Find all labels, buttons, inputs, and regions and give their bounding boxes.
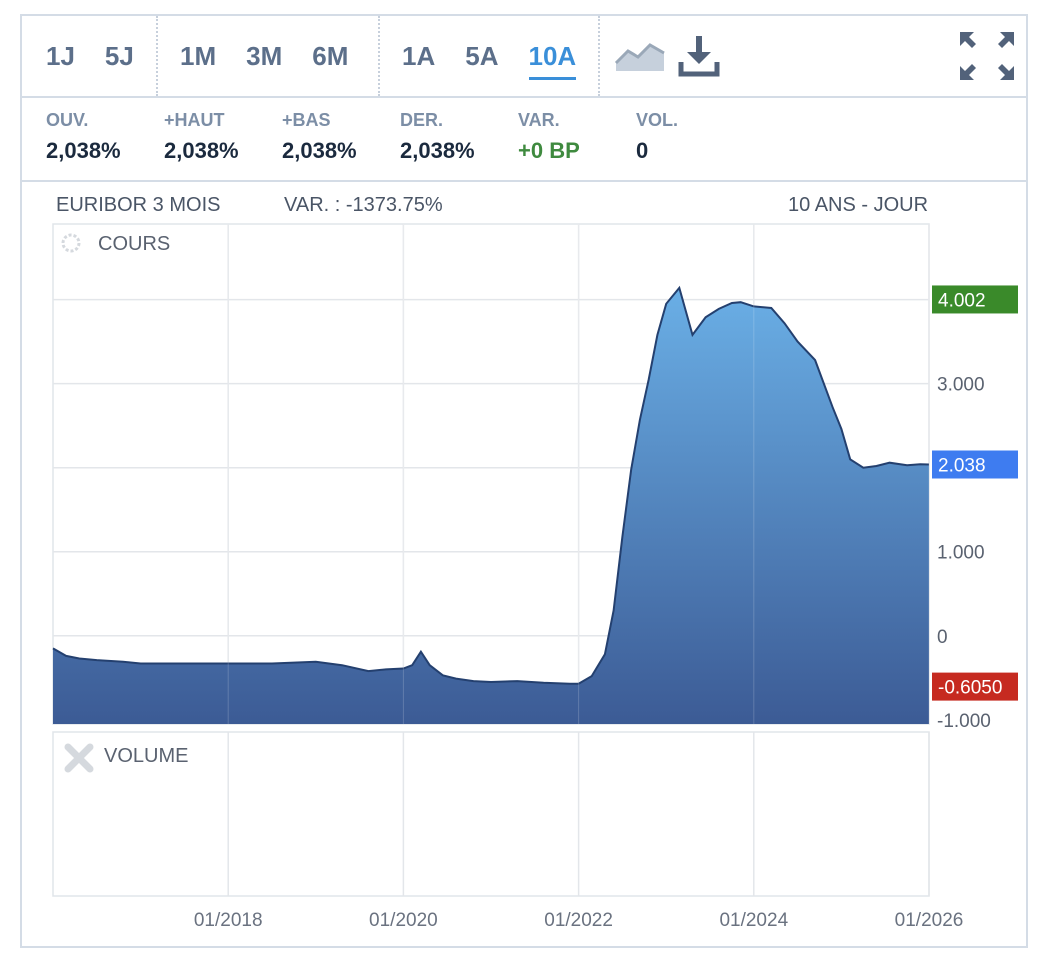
y-tick-label: 3.000 xyxy=(937,375,985,396)
stat-label: +BAS xyxy=(282,110,331,130)
stat-label: OUV. xyxy=(46,110,89,130)
stat-last: DER. 2,038% xyxy=(400,110,475,164)
last-value-tag-bg xyxy=(932,450,1018,479)
chart-type-button[interactable] xyxy=(614,16,666,96)
fullscreen-button[interactable] xyxy=(956,16,1018,96)
stat-open: OUV. 2,038% xyxy=(46,110,121,164)
period-3m-button[interactable]: 3M xyxy=(246,40,283,71)
stat-value: +0 BP xyxy=(518,138,580,163)
x-tick-label: 01/2020 xyxy=(369,910,438,931)
stat-value: 2,038% xyxy=(282,138,357,163)
stat-value: 2,038% xyxy=(46,138,121,163)
stat-label: +HAUT xyxy=(164,110,225,130)
stat-value: 0 xyxy=(636,138,649,163)
price-area xyxy=(53,287,929,724)
x-tick-label: 01/2026 xyxy=(895,910,964,931)
expand-icon[interactable] xyxy=(956,28,1018,84)
toolbar-divider xyxy=(378,16,380,96)
min-value-tag-bg xyxy=(932,672,1018,701)
chart-variation: VAR. : -1373.75% xyxy=(284,194,443,216)
period-5a-button[interactable]: 5A xyxy=(465,40,499,71)
x-tick-label: 01/2022 xyxy=(544,910,613,931)
area-chart-icon[interactable] xyxy=(614,39,666,73)
last-value-tag: 2.038 xyxy=(938,456,986,477)
gear-icon-shape xyxy=(61,233,81,253)
stat-value: 2,038% xyxy=(164,138,239,163)
period-group-months: 1M 3M 6M xyxy=(180,16,378,96)
download-button[interactable] xyxy=(678,16,720,96)
stat-value: 2,038% xyxy=(400,138,475,163)
min-value-tag: -0.6050 xyxy=(938,678,1002,699)
period-6m-button[interactable]: 6M xyxy=(312,40,349,71)
stat-variation: VAR. +0 BP xyxy=(518,110,580,164)
x-tick-label: 01/2024 xyxy=(719,910,788,931)
chart-range: 10 ANS - JOUR xyxy=(788,194,929,216)
toolbar-divider xyxy=(598,16,600,96)
toolbar: 1J 5J 1M 3M 6M 1A 5A 10A xyxy=(22,16,1026,98)
y-tick-label: 0 xyxy=(937,627,948,648)
price-line xyxy=(52,285,930,685)
toolbar-divider xyxy=(156,16,158,96)
period-group-short: 1J 5J xyxy=(46,16,164,96)
stat-label: VAR. xyxy=(518,110,560,130)
max-value-tag-bg xyxy=(932,285,1018,314)
download-icon[interactable] xyxy=(678,34,720,78)
stat-low: +BAS 2,038% xyxy=(282,110,357,164)
period-1a-button[interactable]: 1A xyxy=(402,40,436,71)
close-icon-stroke xyxy=(64,743,94,773)
settings-icon[interactable] xyxy=(61,233,81,253)
max-value-tag: 4.002 xyxy=(938,290,986,311)
volume-panel xyxy=(52,731,930,897)
period-5j-button[interactable]: 5J xyxy=(104,40,134,71)
price-panel-title: COURS xyxy=(98,233,170,255)
stat-label: DER. xyxy=(400,110,444,130)
stat-label: VOL. xyxy=(636,110,679,130)
stat-volume: VOL. 0 xyxy=(636,110,678,164)
volume-panel-title: VOLUME xyxy=(104,745,188,767)
instrument-name: EURIBOR 3 MOIS xyxy=(56,194,221,216)
y-tick-label: 1.000 xyxy=(937,543,985,564)
period-group-years: 1A 5A 10A xyxy=(402,16,606,96)
stats-bar: OUV. 2,038% +HAUT 2,038% +BAS 2,038% DER… xyxy=(22,98,1026,182)
close-panel-icon[interactable] xyxy=(64,743,94,773)
x-tick-label: 01/2018 xyxy=(194,910,263,931)
y-tick-label: -1.000 xyxy=(937,711,991,732)
period-1m-button[interactable]: 1M xyxy=(180,40,217,71)
period-1j-button[interactable]: 1J xyxy=(46,40,75,71)
stat-high: +HAUT 2,038% xyxy=(164,110,239,164)
period-10a-button[interactable]: 10A xyxy=(528,40,577,80)
